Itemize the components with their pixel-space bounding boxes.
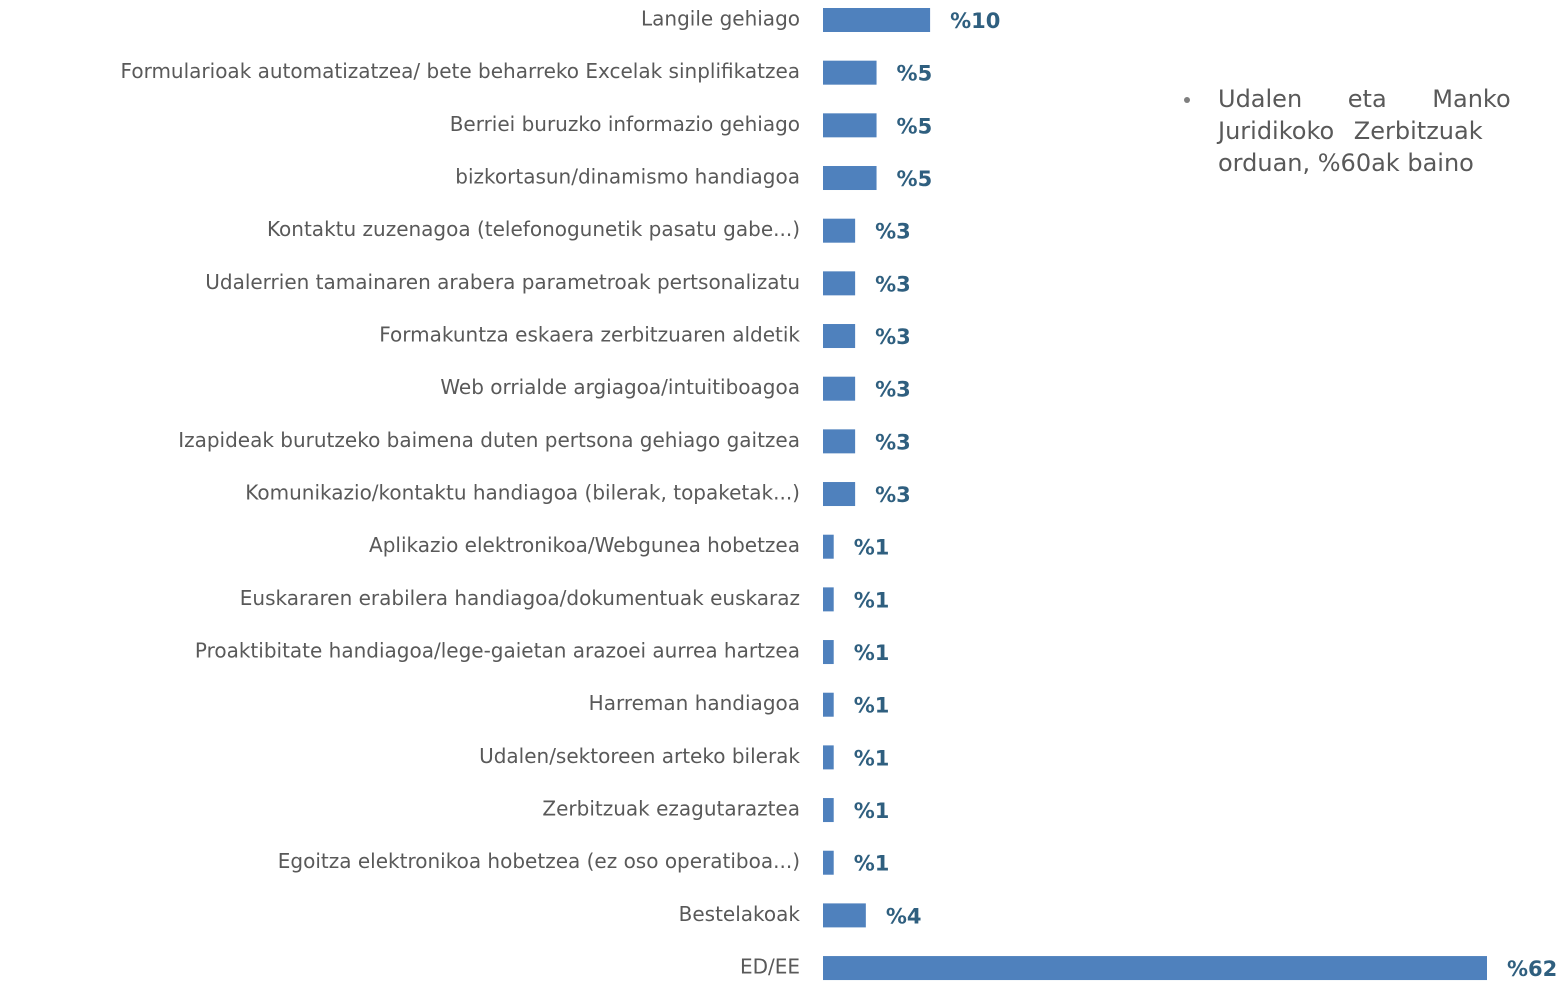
value-label: %4 bbox=[886, 904, 922, 928]
category-label: Komunikazio/kontaktu handiagoa (bilerak,… bbox=[245, 481, 800, 505]
category-label: Proaktibitate handiagoa/lege-gaietan ara… bbox=[195, 639, 800, 663]
value-label: %3 bbox=[875, 430, 911, 454]
bar bbox=[823, 271, 856, 296]
category-label: Web orrialde argiagoa/intuitiboagoa bbox=[440, 375, 800, 399]
value-label: %62 bbox=[1507, 957, 1557, 981]
value-label: %1 bbox=[854, 694, 890, 718]
value-label: %3 bbox=[875, 483, 911, 507]
category-label: Udalen/sektoreen arteko bilerak bbox=[479, 744, 800, 768]
value-label: %1 bbox=[854, 799, 890, 823]
value-label: %3 bbox=[875, 325, 911, 349]
category-label: Harreman handiagoa bbox=[589, 691, 800, 715]
bar bbox=[823, 956, 1487, 981]
category-label: Aplikazio elektronikoa/Webgunea hobetzea bbox=[369, 533, 800, 557]
annotation-line: Juridikoko Zerbitzuak bbox=[1216, 117, 1483, 145]
value-label: %1 bbox=[854, 536, 890, 560]
bar bbox=[823, 587, 834, 612]
bullet bbox=[1184, 97, 1190, 103]
value-label: %1 bbox=[854, 852, 890, 876]
bar bbox=[823, 218, 856, 243]
value-label: %1 bbox=[854, 588, 890, 612]
bar bbox=[823, 113, 877, 138]
value-label: %5 bbox=[897, 62, 933, 86]
category-label: Formakuntza eskaera zerbitzuaren aldetik bbox=[379, 323, 800, 347]
value-label: %1 bbox=[854, 641, 890, 665]
bar bbox=[823, 692, 834, 717]
category-label: Bestelakoak bbox=[679, 902, 801, 926]
bar bbox=[823, 798, 834, 823]
bar bbox=[823, 376, 856, 401]
category-label: Euskararen erabilera handiagoa/dokumentu… bbox=[240, 586, 800, 610]
category-label: Egoitza elektronikoa hobetzea (ez oso op… bbox=[278, 849, 800, 873]
category-label: Formularioak automatizatzea/ bete beharr… bbox=[121, 59, 800, 83]
bar bbox=[823, 534, 834, 559]
value-label: %3 bbox=[875, 220, 911, 244]
value-label: %5 bbox=[897, 167, 933, 191]
bar bbox=[823, 903, 866, 928]
value-label: %1 bbox=[854, 746, 890, 770]
value-label: %10 bbox=[950, 9, 1000, 33]
value-label: %3 bbox=[875, 272, 911, 296]
bar bbox=[823, 8, 931, 32]
category-label: Izapideak burutzeko baimena duten pertso… bbox=[178, 428, 800, 452]
bar bbox=[823, 482, 856, 507]
bar bbox=[823, 745, 834, 770]
category-label: Kontaktu zuzenagoa (telefonogunetik pasa… bbox=[267, 217, 800, 241]
value-label: %5 bbox=[897, 114, 933, 138]
category-label: bizkortasun/dinamismo handiagoa bbox=[455, 165, 800, 189]
annotation-line: orduan, %60ak baino bbox=[1218, 149, 1474, 177]
bar bbox=[823, 640, 834, 665]
bar bbox=[823, 60, 877, 85]
bar bbox=[823, 850, 834, 875]
category-label: ED/EE bbox=[740, 955, 800, 979]
bar bbox=[823, 324, 856, 349]
annotation-line: Udalen eta Manko bbox=[1218, 85, 1511, 113]
category-label: Udalerrien tamainaren arabera parametroa… bbox=[205, 270, 800, 294]
category-label: Zerbitzuak ezagutaraztea bbox=[542, 797, 800, 821]
bar bbox=[823, 166, 877, 191]
category-label: Berriei buruzko informazio gehiago bbox=[450, 112, 800, 136]
value-label: %3 bbox=[875, 378, 911, 402]
bar bbox=[823, 429, 856, 454]
category-label: Langile gehiago bbox=[641, 7, 800, 31]
